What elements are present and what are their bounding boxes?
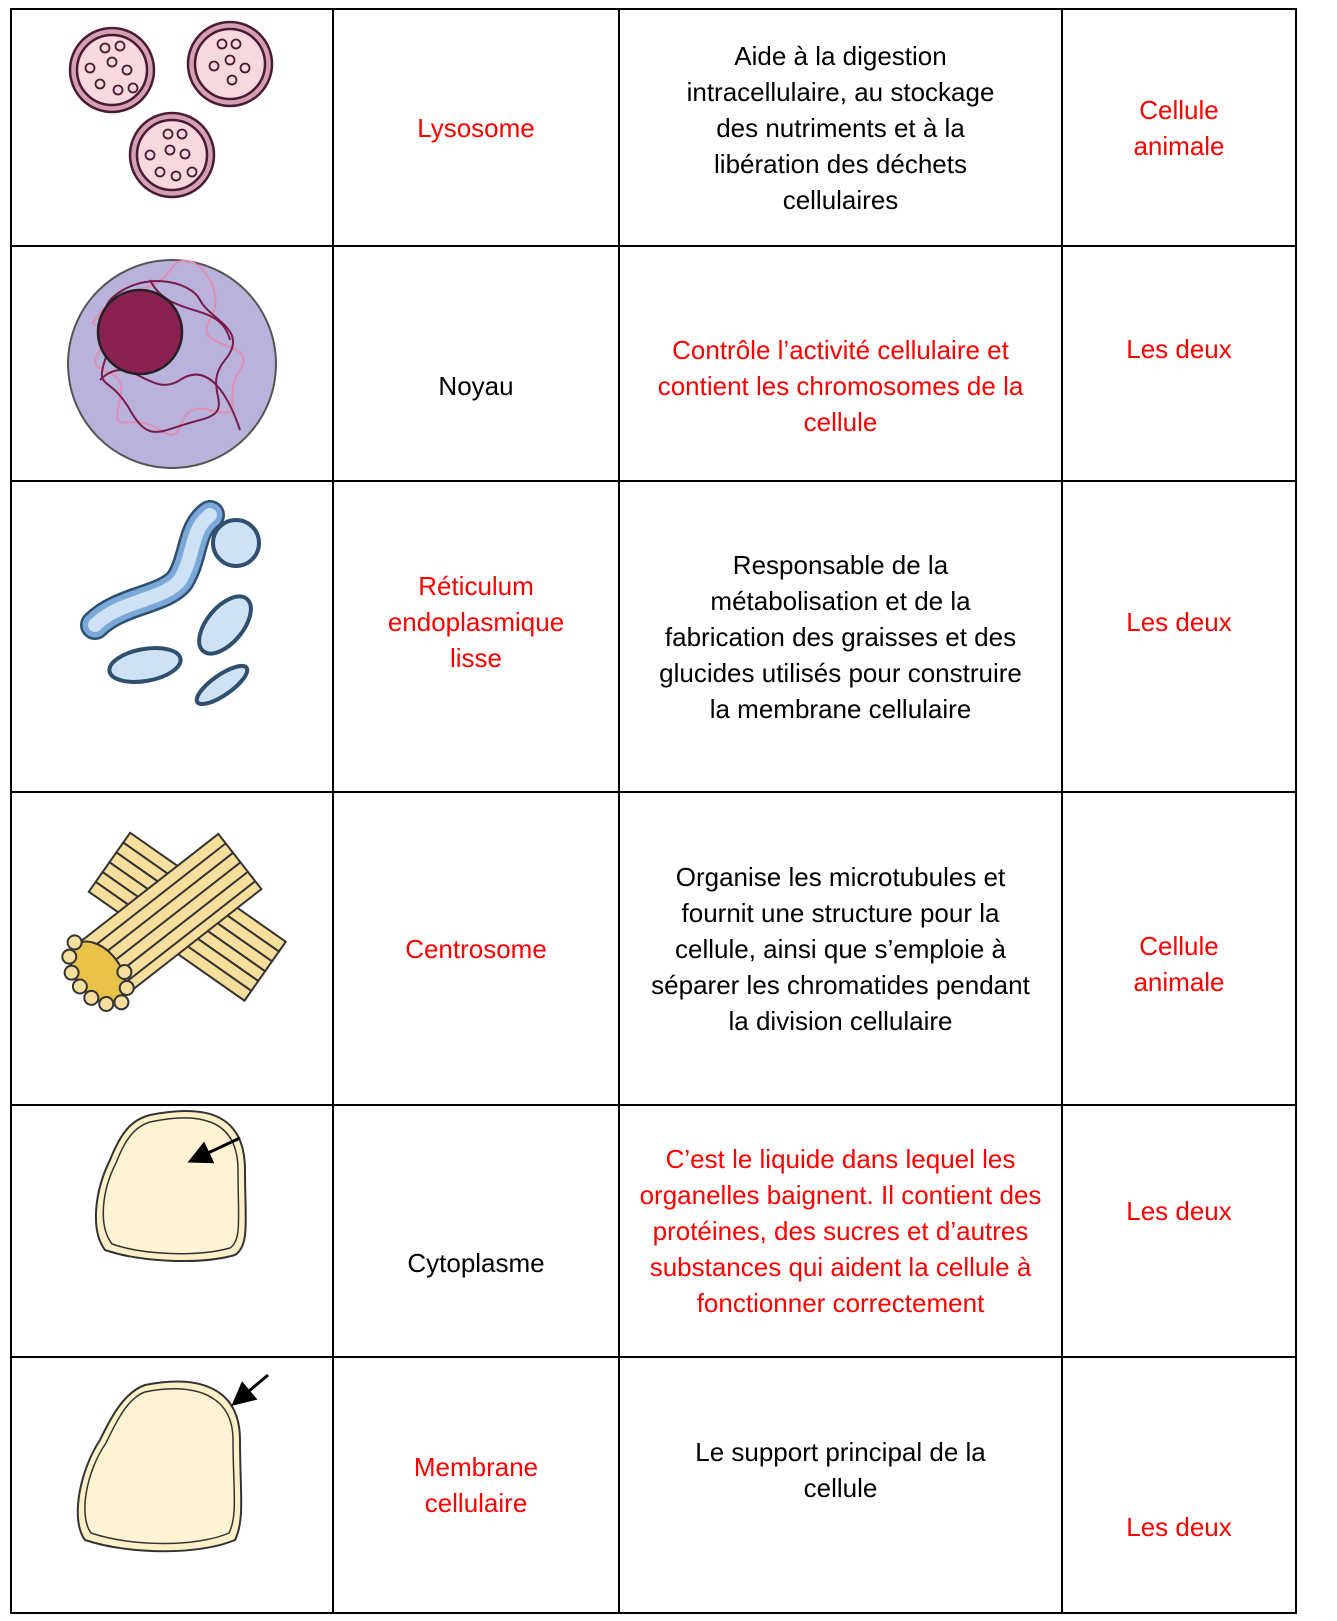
column-border <box>1295 8 1297 1614</box>
function-cell: Contrôle l’activité cellulaire et contie… <box>620 247 1061 480</box>
column-border <box>332 8 334 1614</box>
column-border <box>10 8 12 1614</box>
row-border <box>10 8 1297 10</box>
function-text: Contrôle l’activité cellulaire et contie… <box>657 334 1024 437</box>
column-border <box>618 8 620 1614</box>
function-cell: Le support principal de la cellule <box>620 1358 1061 1612</box>
cell-type-text: Les deux <box>1126 333 1232 364</box>
cell-type-text: Les deux <box>1126 1196 1232 1226</box>
er-icon <box>80 500 261 707</box>
cell-type: Cellule animale <box>1063 793 1295 1104</box>
function-text: Organise les microtubules et fournit une… <box>651 861 1030 1036</box>
cell-type: Les deux <box>1063 1106 1295 1356</box>
column-border <box>1061 8 1063 1614</box>
function-text: Aide à la digestion intracellulaire, au … <box>686 40 995 215</box>
centrosome-icon <box>61 831 288 1012</box>
organelle-name-text: Lysosome <box>417 112 535 143</box>
cell-type: Les deux <box>1063 482 1295 791</box>
function-cell: Responsable de la métabolisation et de l… <box>620 482 1061 791</box>
row-border <box>10 1612 1297 1614</box>
organelle-name: Réticulum endoplasmique lisse <box>334 482 618 791</box>
lysosome-icon <box>68 20 274 199</box>
function-text: Le support principal de la cellule <box>695 1437 986 1503</box>
organelle-name: Noyau <box>334 247 618 480</box>
row-border <box>10 1356 1297 1358</box>
organelle-name: Lysosome <box>334 10 618 245</box>
organelle-name-text: Noyau <box>438 370 514 401</box>
row-border <box>10 245 1297 247</box>
row-border <box>10 791 1297 793</box>
organelle-name-text: Cytoplasme <box>407 1248 545 1278</box>
cell-type-text: Les deux <box>1126 1512 1232 1542</box>
membrane-icon <box>76 1373 269 1553</box>
organelle-name-text: Centrosome <box>405 933 547 964</box>
nucleus-icon <box>67 259 277 469</box>
function-cell: C’est le liquide dans lequel les organel… <box>620 1106 1061 1356</box>
organelle-name: Cytoplasme <box>334 1106 618 1356</box>
row-border <box>10 1104 1297 1106</box>
cytoplasm-icon <box>94 1109 247 1263</box>
row-border <box>10 480 1297 482</box>
cell-type-text: Les deux <box>1126 606 1232 637</box>
cell-type-text: Cellule animale <box>1133 930 1225 997</box>
cell-type: Les deux <box>1063 1358 1295 1612</box>
function-cell: Aide à la digestion intracellulaire, au … <box>620 10 1061 245</box>
cell-type: Les deux <box>1063 247 1295 480</box>
cell-type: Cellule animale <box>1063 10 1295 245</box>
function-text: Responsable de la métabolisation et de l… <box>659 549 1022 724</box>
organelle-name: Membrane cellulaire <box>334 1358 618 1612</box>
function-cell: Organise les microtubules et fournit une… <box>620 793 1061 1104</box>
organelle-name-text: Réticulum endoplasmique lisse <box>387 570 565 673</box>
function-text: C’est le liquide dans lequel les organel… <box>639 1144 1042 1318</box>
organelle-name-text: Membrane cellulaire <box>413 1452 539 1518</box>
cell-type-text: Cellule animale <box>1133 94 1225 161</box>
organelle-name: Centrosome <box>334 793 618 1104</box>
